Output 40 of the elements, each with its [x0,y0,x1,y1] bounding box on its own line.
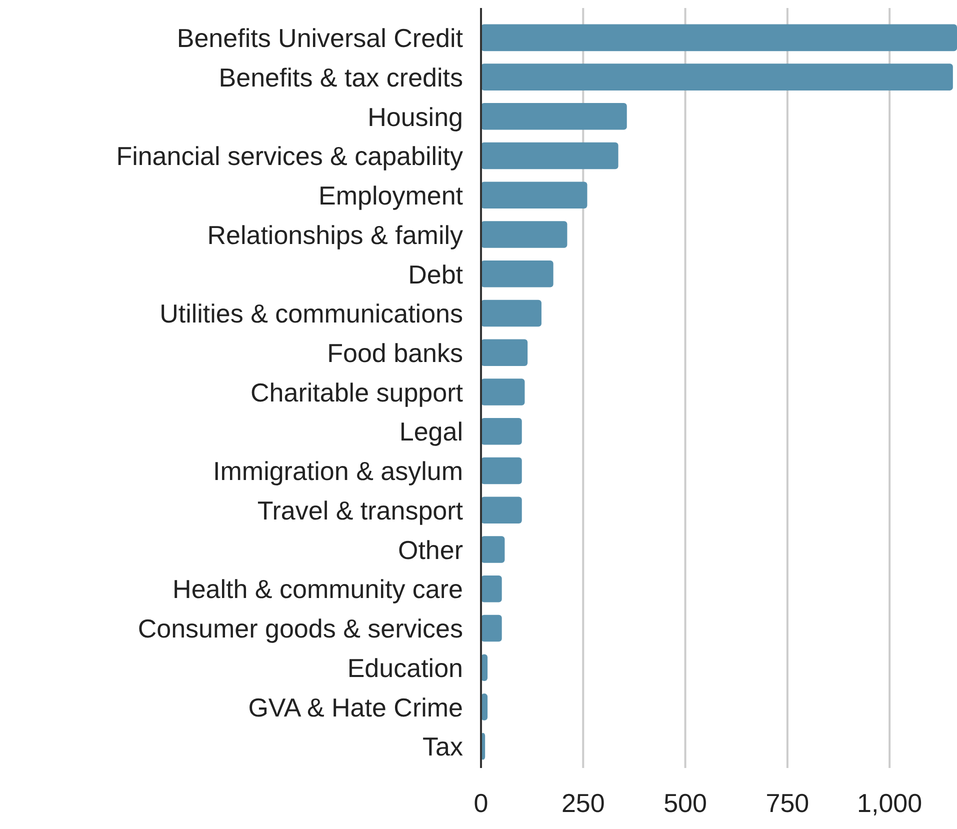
y-tick-label: Immigration & asylum [213,456,463,486]
bar [481,496,522,524]
x-tick-label: 500 [664,788,707,818]
y-tick-label: Utilities & communications [160,298,463,329]
bar [481,457,522,484]
bar [481,103,627,130]
bar [481,300,542,327]
y-tick-label: Education [347,652,463,683]
y-tick-label: Legal [399,416,463,447]
y-tick-label: Benefits & tax credits [218,62,463,92]
bar [481,536,505,563]
bar [481,378,525,406]
bar [481,221,568,248]
y-tick-label: Benefits Universal Credit [176,23,464,54]
bar [481,339,528,366]
bar [481,142,618,170]
bar [481,575,502,602]
y-tick-label: Housing [368,102,463,132]
bar [481,614,502,642]
x-tick-label: 750 [766,788,810,818]
bar [481,260,554,288]
y-tick-label: Financial services & capability [116,141,463,172]
y-tick-label: Food banks [327,338,463,368]
y-tick-label: Health & community care [172,574,463,604]
x-tick-label: 250 [561,788,605,818]
y-tick-label: Relationships & family [207,220,463,250]
bar [481,418,522,445]
bar [481,182,588,209]
y-tick-label: Consumer goods & services [138,614,463,644]
y-tick-label: Charitable support [250,377,464,408]
bar [481,64,953,90]
x-tick-label: 0 [474,788,488,818]
y-tick-label: Travel & transport [257,495,464,526]
y-tick-label: Other [398,534,464,565]
y-tick-label: Employment [318,180,464,211]
y-tick-label: Debt [408,259,464,290]
y-tick-label: GVA & Hate Crime [248,692,463,722]
x-tick-label: 1,000 [857,788,922,818]
y-tick-label: Tax [422,732,463,762]
bar [481,24,957,52]
